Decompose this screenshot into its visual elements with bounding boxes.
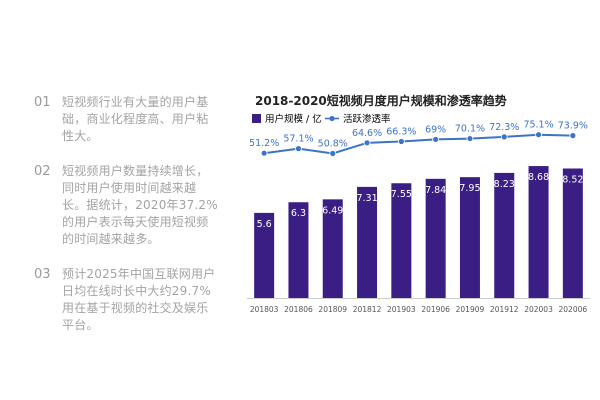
line-value-label: 50.8% bbox=[318, 139, 348, 150]
bar-value-label: 7.84 bbox=[425, 185, 446, 196]
x-tick-label: 202003 bbox=[524, 305, 553, 314]
bar bbox=[528, 166, 549, 298]
line-value-label: 72.3% bbox=[489, 122, 519, 133]
note-item: 03 预计2025年中国互联网用户日均在线时长中大约29.7%用在基于视频的社交… bbox=[34, 266, 220, 334]
x-tick-label: 201903 bbox=[387, 305, 416, 314]
bar-value-label: 5.6 bbox=[257, 219, 272, 230]
legend-label-line: 活跃渗透率 bbox=[343, 113, 391, 125]
note-number: 03 bbox=[34, 267, 51, 282]
legend: 用户规模 / 亿 活跃渗透率 bbox=[252, 113, 391, 125]
legend-label-bar: 用户规模 / 亿 bbox=[265, 113, 322, 125]
note-number: 02 bbox=[34, 164, 51, 179]
bar bbox=[288, 202, 309, 298]
legend-swatch-bar bbox=[252, 114, 261, 123]
x-tick-label: 201909 bbox=[456, 305, 485, 314]
bar bbox=[459, 177, 480, 298]
note-text: 短视频用户数量持续增长，同时用户使用时间越来越长。据统计，2020年37.2%的… bbox=[62, 164, 218, 246]
line-value-label: 73.9% bbox=[558, 121, 588, 132]
bar bbox=[322, 199, 343, 298]
line-point bbox=[500, 133, 508, 141]
bar bbox=[391, 183, 412, 298]
notes-panel: 01 短视频行业有大量的用户基础，商业化程度高、用户粘性大。 02 短视频用户数… bbox=[34, 94, 220, 352]
note-number: 01 bbox=[34, 95, 51, 110]
line-value-label: 57.1% bbox=[283, 134, 313, 145]
line-point bbox=[363, 139, 371, 147]
bar-value-label: 8.52 bbox=[562, 174, 583, 185]
bar-value-label: 7.95 bbox=[459, 183, 480, 194]
line-point bbox=[329, 150, 337, 157]
note-text: 短视频行业有大量的用户基础，商业化程度高、用户粘性大。 bbox=[62, 95, 209, 143]
bar bbox=[494, 172, 515, 298]
line-value-label: 75.1% bbox=[523, 120, 553, 131]
bar-value-label: 8.23 bbox=[494, 179, 515, 190]
bar bbox=[425, 178, 446, 298]
bar bbox=[562, 168, 583, 298]
chart-title: 2018-2020短视频月度用户规模和渗透率趋势 bbox=[255, 93, 507, 108]
line-value-label: 70.1% bbox=[455, 124, 485, 135]
x-tick-label: 201809 bbox=[318, 305, 347, 314]
line-value-label: 51.2% bbox=[249, 138, 279, 149]
bar-value-label: 6.49 bbox=[322, 205, 343, 216]
x-tick-label: 201806 bbox=[284, 305, 313, 314]
line-point bbox=[295, 145, 302, 153]
bar-value-label: 6.3 bbox=[291, 208, 306, 219]
x-tick-label: 201812 bbox=[353, 305, 382, 314]
line-point bbox=[466, 135, 474, 142]
x-tick-label: 201912 bbox=[490, 305, 519, 314]
legend-swatch-marker bbox=[329, 115, 335, 122]
line-value-label: 66.3% bbox=[386, 127, 416, 138]
plot-area: 5.6 201803 6.3 201806 6.49 201809 7.31 201812 7.… bbox=[247, 120, 590, 314]
x-tick-label: 202006 bbox=[559, 305, 588, 314]
note-item: 01 短视频行业有大量的用户基础，商业化程度高、用户粘性大。 bbox=[34, 94, 220, 145]
line-point bbox=[569, 132, 577, 140]
x-tick-label: 201906 bbox=[421, 305, 450, 314]
x-tick-label: 201803 bbox=[250, 305, 279, 314]
line-value-label: 64.6% bbox=[352, 128, 382, 139]
line-point bbox=[432, 136, 440, 143]
line-point bbox=[260, 149, 268, 157]
note-text: 预计2025年中国互联网用户日均在线时长中大约29.7%用在基于视频的社交及娱乐… bbox=[62, 267, 216, 332]
bar bbox=[254, 212, 275, 298]
penetration-line bbox=[264, 133, 573, 155]
line-point bbox=[397, 138, 405, 145]
bar bbox=[357, 186, 378, 298]
line-value-label: 69% bbox=[425, 124, 446, 135]
line-point bbox=[535, 131, 542, 139]
bar-value-label: 7.31 bbox=[356, 193, 377, 204]
bar-value-label: 7.55 bbox=[391, 189, 412, 200]
bar-value-label: 8.68 bbox=[528, 172, 549, 183]
note-item: 02 短视频用户数量持续增长，同时用户使用时间越来越长。据统计，2020年37.… bbox=[34, 163, 220, 248]
